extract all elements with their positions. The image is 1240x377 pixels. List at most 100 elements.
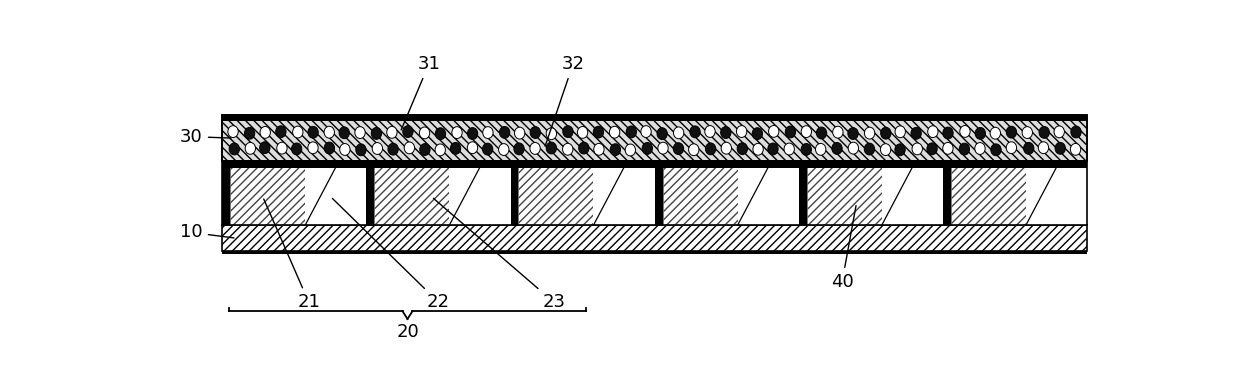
- Ellipse shape: [340, 144, 350, 155]
- Ellipse shape: [942, 127, 954, 139]
- Ellipse shape: [372, 143, 382, 155]
- Ellipse shape: [642, 143, 652, 154]
- Ellipse shape: [720, 127, 732, 138]
- Ellipse shape: [942, 143, 954, 154]
- Ellipse shape: [913, 143, 923, 155]
- Bar: [222, 115, 1087, 161]
- Bar: [305, 161, 367, 225]
- Ellipse shape: [1054, 126, 1064, 138]
- Ellipse shape: [419, 127, 430, 139]
- Ellipse shape: [451, 127, 463, 138]
- Ellipse shape: [658, 142, 668, 154]
- Ellipse shape: [244, 127, 254, 139]
- Ellipse shape: [435, 144, 445, 156]
- Bar: [222, 115, 1087, 121]
- Bar: [738, 161, 799, 225]
- Ellipse shape: [563, 143, 573, 155]
- Ellipse shape: [529, 143, 541, 154]
- Text: 40: 40: [831, 205, 856, 291]
- Ellipse shape: [563, 126, 573, 138]
- Ellipse shape: [880, 144, 890, 156]
- Ellipse shape: [895, 144, 905, 156]
- Ellipse shape: [975, 127, 986, 139]
- Ellipse shape: [387, 126, 397, 138]
- Bar: [655, 161, 662, 225]
- Ellipse shape: [420, 144, 430, 155]
- Bar: [374, 161, 449, 225]
- Ellipse shape: [975, 143, 985, 155]
- Bar: [222, 161, 231, 225]
- Ellipse shape: [991, 127, 1001, 139]
- Ellipse shape: [371, 127, 382, 139]
- Ellipse shape: [578, 127, 588, 138]
- Ellipse shape: [753, 143, 764, 155]
- Ellipse shape: [1006, 142, 1017, 154]
- Bar: [882, 161, 942, 225]
- Ellipse shape: [593, 126, 604, 138]
- Bar: [222, 225, 1087, 251]
- Text: 31: 31: [401, 55, 440, 130]
- Ellipse shape: [785, 126, 796, 138]
- Ellipse shape: [833, 126, 843, 138]
- Ellipse shape: [673, 143, 683, 155]
- Ellipse shape: [801, 126, 811, 138]
- Text: 22: 22: [332, 198, 450, 311]
- Ellipse shape: [1070, 143, 1081, 155]
- Ellipse shape: [435, 128, 445, 139]
- Ellipse shape: [641, 126, 651, 138]
- Text: 30: 30: [180, 128, 231, 146]
- Ellipse shape: [784, 143, 795, 155]
- Ellipse shape: [960, 143, 970, 155]
- Ellipse shape: [324, 126, 335, 138]
- Ellipse shape: [259, 142, 270, 153]
- Bar: [944, 161, 951, 225]
- Ellipse shape: [864, 143, 874, 155]
- Ellipse shape: [880, 127, 892, 139]
- Ellipse shape: [926, 143, 937, 155]
- Ellipse shape: [546, 128, 557, 139]
- Ellipse shape: [625, 144, 636, 156]
- Bar: [222, 161, 1087, 225]
- Text: 20: 20: [396, 323, 419, 341]
- Ellipse shape: [960, 126, 970, 137]
- Bar: [1025, 161, 1087, 225]
- Ellipse shape: [1038, 142, 1049, 153]
- Ellipse shape: [500, 126, 510, 138]
- Ellipse shape: [1055, 143, 1065, 154]
- Ellipse shape: [339, 127, 350, 139]
- Bar: [231, 161, 305, 225]
- Ellipse shape: [579, 142, 589, 154]
- Ellipse shape: [768, 143, 779, 155]
- Bar: [222, 251, 1087, 254]
- Text: 10: 10: [180, 224, 234, 242]
- Ellipse shape: [753, 128, 763, 139]
- Ellipse shape: [848, 127, 858, 139]
- Ellipse shape: [657, 128, 667, 139]
- Ellipse shape: [467, 142, 477, 154]
- Ellipse shape: [324, 142, 335, 154]
- Ellipse shape: [688, 144, 699, 156]
- Bar: [951, 161, 1025, 225]
- Ellipse shape: [673, 127, 683, 139]
- Ellipse shape: [848, 142, 858, 154]
- Bar: [594, 161, 655, 225]
- Ellipse shape: [991, 144, 1001, 156]
- Ellipse shape: [1071, 126, 1081, 138]
- Ellipse shape: [1039, 126, 1049, 138]
- Ellipse shape: [228, 126, 238, 138]
- Bar: [222, 115, 1087, 161]
- Ellipse shape: [515, 127, 525, 139]
- Ellipse shape: [450, 143, 461, 154]
- Ellipse shape: [246, 143, 255, 154]
- Bar: [222, 161, 1087, 168]
- Ellipse shape: [291, 143, 301, 155]
- Ellipse shape: [594, 143, 604, 155]
- Ellipse shape: [911, 127, 921, 139]
- Bar: [662, 161, 738, 225]
- Ellipse shape: [769, 126, 779, 137]
- Ellipse shape: [308, 126, 319, 138]
- Ellipse shape: [531, 127, 541, 138]
- Ellipse shape: [404, 142, 414, 154]
- Ellipse shape: [229, 143, 239, 155]
- Ellipse shape: [293, 126, 303, 138]
